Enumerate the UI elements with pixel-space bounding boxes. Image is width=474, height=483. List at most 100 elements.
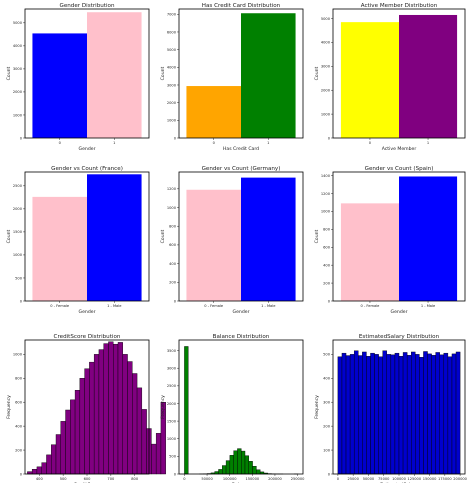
- histogram-bin: [98, 349, 104, 475]
- x-tick-label: 0: [213, 141, 216, 145]
- histogram-bin: [132, 373, 138, 475]
- plot-frame: [24, 171, 150, 302]
- chart-title: CreditScore Distribution: [54, 334, 121, 340]
- histogram-bin: [160, 402, 166, 475]
- histogram-bin: [244, 455, 249, 475]
- histogram-bin: [406, 355, 412, 475]
- y-axis-label: Count: [6, 66, 12, 80]
- x-tick-label: 0: [369, 141, 372, 145]
- y-tick-label: 1000: [167, 206, 177, 210]
- histogram-bin: [341, 352, 347, 475]
- y-axis-label: Frequency: [160, 395, 166, 419]
- histogram-bin: [151, 443, 157, 475]
- histogram-bin: [74, 390, 81, 475]
- histogram-bin: [103, 343, 109, 475]
- x-tick-label: 500: [60, 477, 68, 481]
- histogram-bin: [451, 353, 457, 475]
- plot-frame: [24, 339, 150, 475]
- x-tick-label: 1: [427, 141, 429, 145]
- y-tick-label: 2000: [167, 402, 177, 406]
- histogram-bin: [366, 356, 371, 475]
- x-tick-label: 0 - Female: [50, 304, 70, 308]
- x-tick-label: 0 - Female: [361, 304, 381, 308]
- y-tick-label: 0: [328, 299, 331, 303]
- y-tick-label: 1000: [13, 353, 23, 357]
- x-tick-label: 50000: [201, 477, 213, 481]
- histogram-bin: [435, 352, 440, 475]
- y-tick-label: 500: [15, 276, 23, 280]
- y-tick-label: 0: [174, 472, 177, 476]
- histogram-bin: [358, 355, 363, 475]
- y-tick-label: 6000: [167, 30, 177, 34]
- histogram-bin: [241, 450, 246, 475]
- plot-frame: [178, 339, 304, 475]
- x-tick-label: 200000: [268, 477, 282, 481]
- bar-0: [32, 33, 87, 138]
- y-tick-label: 4000: [13, 44, 23, 48]
- y-tick-label: 200: [323, 281, 331, 285]
- y-tick-label: 3000: [167, 367, 177, 371]
- bar-1: [399, 14, 458, 139]
- y-axis-label: Count: [160, 229, 166, 243]
- histogram-bin: [46, 454, 52, 475]
- y-axis-label: Count: [314, 229, 320, 243]
- x-tick-label: 100000: [392, 477, 406, 481]
- y-tick-label: 400: [15, 424, 23, 428]
- y-tick-label: 5000: [13, 21, 23, 25]
- x-tick-label: 0: [183, 477, 186, 481]
- x-axis-label: Active Member: [382, 146, 417, 152]
- x-axis-label: Gender: [391, 309, 408, 315]
- y-tick-label: 1000: [167, 437, 177, 441]
- histogram-bin: [382, 350, 387, 475]
- y-axis-label: Count: [6, 229, 12, 243]
- y-tick-label: 1500: [167, 419, 177, 423]
- y-tick-label: 500: [169, 455, 177, 459]
- histogram-bin: [455, 351, 461, 475]
- y-tick-label: 400: [323, 377, 331, 381]
- plot-frame: [24, 8, 150, 139]
- y-tick-label: 2000: [321, 89, 331, 93]
- histogram-bin: [353, 350, 359, 475]
- y-tick-label: 1400: [321, 174, 331, 178]
- histogram-bin: [370, 352, 375, 475]
- y-tick-label: 3000: [167, 83, 177, 87]
- x-tick-label: 0: [337, 477, 340, 481]
- y-tick-label: 5000: [321, 17, 331, 21]
- plot-frame: [332, 339, 466, 475]
- y-tick-label: 2500: [167, 384, 177, 388]
- histogram-bin: [374, 354, 379, 475]
- y-axis-label: Frequency: [314, 395, 320, 419]
- chart-title: Active Member Distribution: [361, 3, 438, 9]
- histogram-bin: [41, 462, 47, 475]
- chart-active-member-distribution: Active Member Distribution 0 1 0 1000 2000 300…: [314, 3, 466, 152]
- histogram-bin: [89, 361, 95, 475]
- histogram-bin: [51, 444, 57, 475]
- bar-1: [87, 12, 142, 139]
- x-tick-label: 125000: [407, 477, 421, 481]
- x-tick-label: 1 - Male: [421, 304, 436, 308]
- bar-0-female: [340, 203, 399, 301]
- y-tick-label: 0: [20, 472, 23, 476]
- bar-1-male: [241, 177, 296, 301]
- x-axis-label: Gender: [79, 309, 96, 315]
- y-tick-label: 300: [323, 401, 331, 405]
- chart-gender-distribution: Gender Distribution 0 1 0 1000 2000 3000 4000 50…: [6, 3, 150, 152]
- y-tick-label: 200: [323, 424, 331, 428]
- y-tick-label: 200: [15, 448, 23, 452]
- x-tick-label: 75000: [378, 477, 390, 481]
- x-tick-label: 1: [113, 141, 115, 145]
- histogram-bin: [431, 355, 436, 475]
- y-tick-label: 400: [323, 263, 331, 267]
- chart-title: Balance Distribution: [213, 334, 270, 340]
- histogram-bin: [93, 354, 100, 475]
- bar-0: [186, 86, 241, 138]
- y-tick-label: 0: [20, 299, 23, 303]
- histogram-bin: [218, 469, 223, 475]
- histogram-bin: [225, 460, 231, 475]
- y-tick-label: 0: [174, 299, 177, 303]
- histogram-bin: [113, 343, 119, 475]
- y-tick-label: 1200: [167, 187, 177, 191]
- histogram-bin: [337, 356, 343, 475]
- chart-gender-vs-count-france: Gender vs Count (France) 0 - Female 1 - Ma…: [6, 166, 150, 315]
- histogram-bin: [402, 352, 408, 475]
